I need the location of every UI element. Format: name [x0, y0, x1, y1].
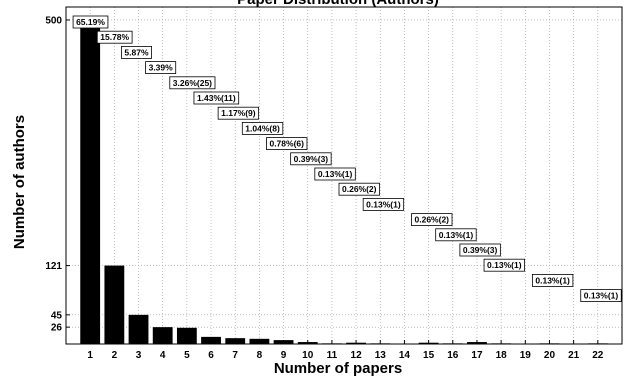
- bar-annotation: 0.13%(1): [580, 289, 622, 303]
- bar-annotation-text: 15.78%: [100, 32, 129, 42]
- bar-annotation-text: 0.13%(1): [318, 169, 353, 179]
- bar: [128, 314, 149, 344]
- y-tick-label: 121: [45, 261, 62, 272]
- bar-annotations: 65.19% 15.78% 5.87%3.39% 3.26%(25) 1.43%(11)…: [72, 15, 622, 303]
- bar-annotation: 0.13%(1): [531, 273, 574, 287]
- x-tick-label: 20: [544, 350, 556, 361]
- bar-annotation: 0.26%(2): [338, 182, 380, 196]
- x-tick-label: 10: [302, 350, 314, 361]
- bar-annotation-box: [290, 152, 332, 166]
- y-tick-label: 45: [51, 310, 63, 321]
- bar-annotation: 1.17%(9): [217, 106, 260, 120]
- x-tick-label: 13: [375, 350, 387, 361]
- bar-annotation-text: 0.39%(3): [294, 154, 329, 164]
- bar-annotation-text: 3.39%: [149, 63, 174, 73]
- bar-annotation: 3.26%(25): [169, 76, 216, 90]
- bar-annotation-box: [483, 258, 525, 272]
- x-tick-label: 9: [281, 350, 287, 361]
- bar: [152, 327, 173, 344]
- bar-annotation-box: [96, 30, 133, 44]
- bar-annotation-box: [531, 273, 574, 287]
- x-tick-label: 5: [184, 350, 190, 361]
- bar-annotation-text: 0.26%(2): [415, 215, 450, 225]
- bar-annotation-text: 65.19%: [76, 17, 105, 27]
- x-tick-label: 4: [160, 350, 166, 361]
- bar-annotation-box: [72, 15, 109, 29]
- bar-annotation: 0.39%(3): [290, 152, 332, 166]
- x-tick-label: 2: [112, 350, 118, 361]
- y-axis-label: Number of authors: [11, 115, 28, 249]
- bar-annotation-text: 1.04%(8): [245, 123, 280, 133]
- bar-annotation: 0.39%(3): [459, 243, 501, 257]
- y-axis-ticks: 26 45 121 500: [45, 15, 70, 334]
- bar-annotation-text: 0.26%(2): [342, 184, 377, 194]
- bar-annotation: 1.43%(11): [193, 91, 240, 105]
- bar: [104, 265, 125, 344]
- x-tick-label: 7: [232, 350, 238, 361]
- bar-annotation-box: [241, 122, 284, 135]
- bar-annotation-text: 0.13%(1): [366, 199, 401, 209]
- x-tick-label: 18: [496, 350, 508, 361]
- x-tick-label: 14: [399, 350, 411, 361]
- bar-annotation: 0.13%(1): [435, 228, 477, 242]
- bar-annotation: 0.13%(1): [483, 258, 525, 272]
- bar-annotation-text: 3.26%(25): [173, 78, 212, 88]
- x-tick-label: 21: [568, 350, 580, 361]
- bar: [176, 327, 197, 344]
- bar-annotation: 0.13%(1): [362, 197, 405, 211]
- x-axis-label: Number of papers: [274, 360, 402, 377]
- bar-annotation-text: 0.78%(6): [269, 139, 304, 149]
- bar-annotation-text: 0.13%(1): [439, 230, 474, 240]
- x-tick-label: 11: [327, 350, 338, 361]
- bar-annotation: 0.13%(1): [314, 167, 356, 181]
- bar-annotation-box: [362, 197, 405, 211]
- bar-annotation-box: [193, 91, 240, 105]
- x-tick-label: 6: [208, 350, 214, 361]
- bar-annotation: 0.78%(6): [266, 137, 308, 151]
- bar-annotation-text: 0.13%(1): [584, 291, 619, 301]
- x-tick-label: 17: [471, 350, 483, 361]
- bar-annotation-box: [411, 213, 453, 227]
- bar-annotation-box: [435, 228, 477, 242]
- bar-annotation-text: 1.43%(11): [197, 93, 236, 103]
- grid-lines: [66, 7, 622, 344]
- bars: [80, 19, 608, 344]
- plot-frame: [65, 6, 623, 345]
- bar-annotation-text: 5.87%: [124, 47, 149, 57]
- bar-annotation-box: [314, 167, 356, 181]
- bar-annotation: 15.78%: [96, 30, 133, 44]
- bar-annotation-box: [266, 137, 308, 151]
- bar-annotation: 3.39%: [145, 61, 177, 74]
- bar-annotation: 0.26%(2): [411, 213, 453, 227]
- x-tick-label: 16: [447, 350, 459, 361]
- bar-annotation-box: [145, 61, 177, 74]
- bar-annotation-box: [217, 106, 260, 120]
- bar-annotation-box: [338, 182, 380, 196]
- bar-annotation-text: 0.13%(1): [487, 260, 522, 270]
- bar-annotation: 65.19%: [72, 15, 109, 29]
- x-tick-label: 3: [136, 350, 142, 361]
- y-tick-label: 500: [45, 15, 62, 26]
- bar-annotation-text: 0.13%(1): [535, 275, 570, 285]
- bar-annotation: 1.04%(8): [241, 122, 284, 135]
- bar: [80, 19, 101, 344]
- y-tick-label: 26: [51, 323, 63, 334]
- bar-annotation-box: [580, 289, 622, 303]
- x-tick-label: 22: [592, 350, 604, 361]
- bar-annotation-box: [459, 243, 501, 257]
- x-axis-ticks: 1 2 3 4 5 6 7 8 9 10 11 12 13 14 15 16 17 18 19 20 21 22: [87, 340, 604, 361]
- bar-annotation-box: [121, 46, 152, 59]
- x-tick-label: 8: [257, 350, 263, 361]
- bar-annotation-text: 1.17%(9): [221, 108, 256, 118]
- x-tick-label: 15: [423, 350, 435, 361]
- x-tick-label: 19: [520, 350, 532, 361]
- bar-annotation-box: [169, 76, 216, 90]
- bar-annotation: 5.87%: [121, 46, 152, 59]
- x-tick-label: 1: [87, 350, 93, 361]
- chart-title: Paper Distribution (Authors): [237, 0, 439, 8]
- bar-annotation-text: 0.39%(3): [463, 245, 498, 255]
- x-tick-label: 12: [351, 350, 363, 361]
